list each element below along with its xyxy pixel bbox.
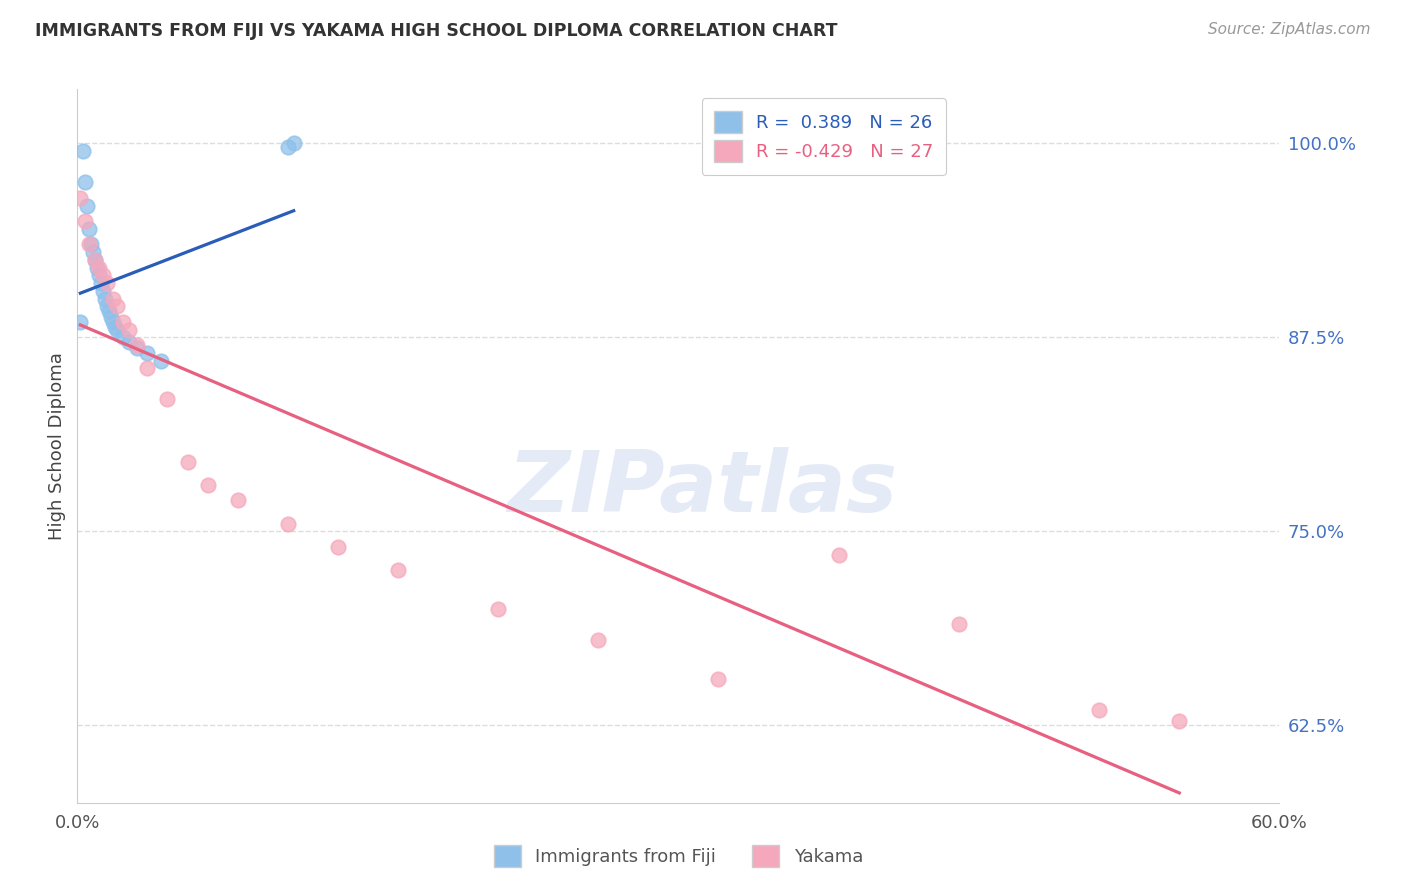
- Point: [86, 260, 108, 275]
- Point: [96, 276, 118, 290]
- Point: [93, 268, 115, 283]
- Point: [707, 672, 730, 686]
- Point: [277, 516, 299, 531]
- Point: [84, 252, 107, 267]
- Point: [326, 540, 349, 554]
- Point: [588, 632, 610, 647]
- Point: [226, 493, 249, 508]
- Point: [150, 353, 173, 368]
- Point: [89, 268, 111, 283]
- Point: [69, 315, 91, 329]
- Point: [98, 304, 121, 318]
- Point: [103, 315, 125, 329]
- Point: [1088, 703, 1111, 717]
- Point: [80, 237, 103, 252]
- Point: [136, 346, 159, 360]
- Point: [82, 245, 104, 260]
- Point: [104, 319, 127, 334]
- Point: [136, 361, 159, 376]
- Y-axis label: High School Diploma: High School Diploma: [48, 352, 66, 540]
- Point: [948, 617, 970, 632]
- Point: [69, 191, 91, 205]
- Point: [277, 139, 299, 153]
- Point: [1168, 714, 1191, 728]
- Point: [118, 334, 141, 349]
- Point: [127, 341, 149, 355]
- Point: [387, 563, 409, 577]
- Point: [828, 548, 851, 562]
- Point: [197, 477, 219, 491]
- Point: [72, 145, 94, 159]
- Point: [112, 330, 135, 344]
- Point: [93, 284, 115, 298]
- Point: [84, 252, 107, 267]
- Legend: Immigrants from Fiji, Yakama: Immigrants from Fiji, Yakama: [481, 832, 876, 880]
- Point: [118, 323, 141, 337]
- Point: [100, 310, 122, 325]
- Point: [176, 454, 198, 468]
- Point: [89, 260, 111, 275]
- Point: [112, 315, 135, 329]
- Point: [156, 392, 179, 407]
- Point: [75, 175, 97, 189]
- Point: [79, 237, 101, 252]
- Point: [107, 323, 129, 337]
- Point: [127, 338, 149, 352]
- Point: [283, 136, 305, 151]
- Point: [76, 198, 98, 212]
- Text: Source: ZipAtlas.com: Source: ZipAtlas.com: [1208, 22, 1371, 37]
- Point: [486, 602, 509, 616]
- Point: [107, 299, 129, 313]
- Point: [96, 299, 118, 313]
- Point: [103, 292, 125, 306]
- Text: IMMIGRANTS FROM FIJI VS YAKAMA HIGH SCHOOL DIPLOMA CORRELATION CHART: IMMIGRANTS FROM FIJI VS YAKAMA HIGH SCHO…: [35, 22, 838, 40]
- Point: [75, 214, 97, 228]
- Text: ZIPatlas: ZIPatlas: [508, 447, 897, 531]
- Point: [90, 276, 112, 290]
- Point: [79, 222, 101, 236]
- Point: [94, 292, 117, 306]
